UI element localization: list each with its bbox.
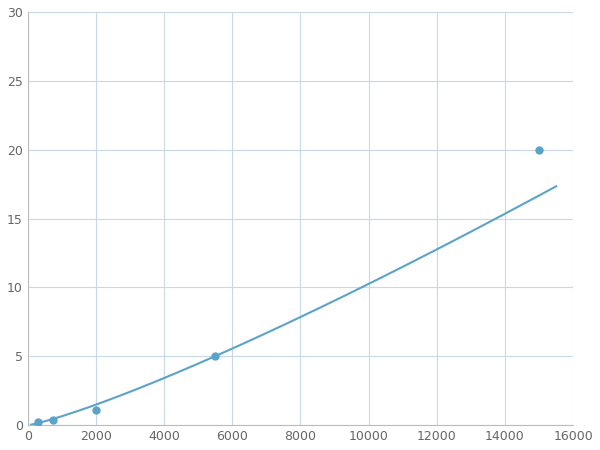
Point	[91, 406, 101, 414]
Point	[33, 419, 43, 426]
Point	[49, 416, 58, 423]
Point	[211, 353, 220, 360]
Point	[534, 146, 544, 153]
